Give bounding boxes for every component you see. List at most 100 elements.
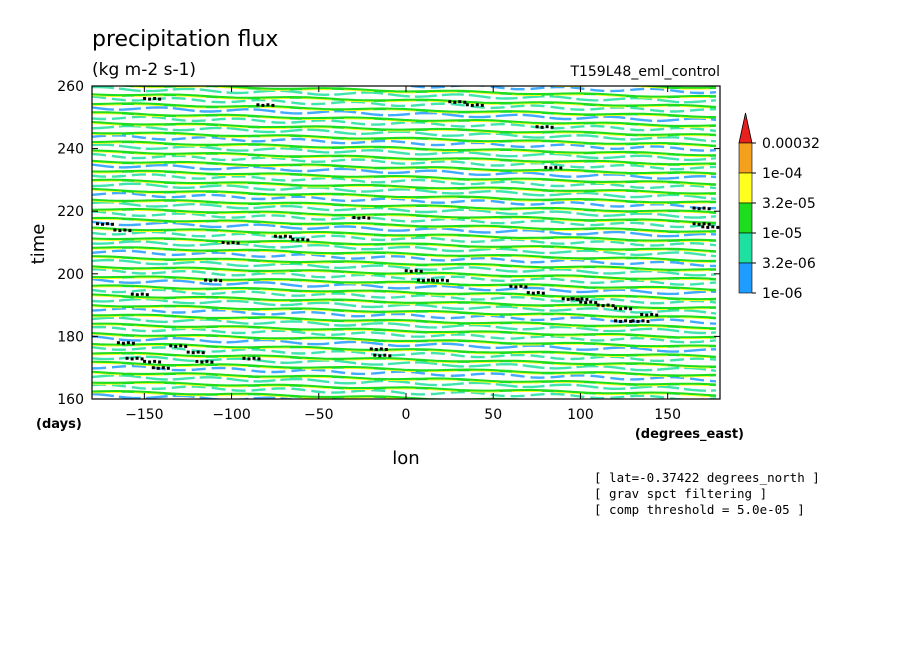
threshold-point bbox=[650, 313, 654, 316]
threshold-point bbox=[559, 166, 563, 170]
threshold-point bbox=[156, 366, 160, 370]
legend-swatch-top bbox=[738, 112, 753, 144]
x-tick-label: 50 bbox=[484, 407, 502, 423]
x-axis-label: lon bbox=[392, 448, 419, 469]
threshold-point bbox=[561, 297, 565, 301]
threshold-point bbox=[367, 216, 371, 220]
threshold-point bbox=[697, 222, 701, 226]
field-band-light bbox=[92, 364, 717, 383]
field-band-light bbox=[92, 124, 717, 143]
threshold-point bbox=[416, 278, 420, 282]
field-band-yellow bbox=[92, 228, 717, 243]
threshold-point bbox=[278, 235, 282, 239]
field-band-light bbox=[92, 191, 717, 210]
threshold-point bbox=[247, 357, 251, 361]
threshold-point bbox=[196, 350, 200, 354]
field-band-yellow bbox=[92, 180, 717, 196]
threshold-point bbox=[256, 103, 260, 107]
run-label: T159L48_eml_control bbox=[569, 64, 720, 80]
threshold-point bbox=[697, 207, 701, 211]
threshold-point bbox=[606, 303, 610, 307]
threshold-point bbox=[357, 216, 361, 220]
threshold-point bbox=[435, 279, 439, 283]
field-band-light bbox=[92, 220, 717, 238]
threshold-point bbox=[96, 222, 99, 226]
field-band-yellow bbox=[92, 200, 717, 215]
field-band-yellow bbox=[92, 123, 717, 137]
threshold-point bbox=[121, 341, 125, 345]
field-band-green bbox=[92, 226, 717, 243]
threshold-point bbox=[201, 351, 205, 355]
threshold-point bbox=[283, 234, 287, 238]
field-band-yellow bbox=[92, 362, 717, 378]
field-band-green bbox=[92, 131, 717, 148]
threshold-point bbox=[624, 319, 628, 323]
field-band-light bbox=[92, 230, 717, 247]
field-band-green bbox=[92, 208, 717, 225]
threshold-point bbox=[257, 357, 261, 361]
threshold-point bbox=[128, 229, 132, 233]
threshold-point bbox=[601, 304, 605, 308]
chart-units: (kg m-2 s-1) bbox=[92, 60, 196, 80]
threshold-point bbox=[453, 100, 457, 104]
threshold-point bbox=[419, 269, 423, 273]
field-band-light bbox=[92, 115, 717, 133]
threshold-point bbox=[614, 306, 618, 310]
threshold-point bbox=[692, 206, 696, 210]
threshold-point bbox=[584, 301, 588, 305]
x-axis: −150 −100 −50 0 50 100 150 bbox=[125, 86, 681, 423]
field-band-yellow bbox=[92, 334, 717, 349]
threshold-point bbox=[631, 319, 635, 323]
threshold-point bbox=[440, 278, 444, 282]
field-band-green bbox=[92, 149, 717, 166]
threshold-point bbox=[458, 100, 462, 104]
threshold-point bbox=[716, 225, 720, 229]
threshold-point bbox=[545, 125, 549, 129]
threshold-point bbox=[195, 359, 199, 363]
legend-label: 0.00032 bbox=[762, 136, 820, 152]
field-band-green bbox=[92, 370, 717, 387]
threshold-point bbox=[273, 234, 277, 238]
threshold-point bbox=[645, 313, 649, 317]
threshold-point bbox=[619, 319, 623, 323]
threshold-point bbox=[261, 103, 265, 107]
threshold-point bbox=[191, 351, 195, 355]
legend-label: 1e-06 bbox=[762, 286, 802, 302]
threshold-point bbox=[140, 292, 144, 296]
field-band-green bbox=[92, 351, 716, 369]
field-band-yellow bbox=[92, 267, 717, 281]
threshold-point bbox=[125, 356, 129, 360]
threshold-point bbox=[596, 303, 600, 307]
threshold-point bbox=[205, 359, 209, 363]
threshold-point bbox=[123, 228, 127, 232]
legend-swatch bbox=[738, 202, 753, 234]
field-band-yellow bbox=[92, 277, 717, 292]
threshold-point bbox=[186, 350, 190, 354]
legend-swatch bbox=[738, 232, 753, 264]
legend-label: 3.2e-06 bbox=[762, 256, 816, 272]
x-axis-unit: (degrees_east) bbox=[635, 427, 744, 442]
threshold-point bbox=[540, 125, 544, 129]
threshold-point bbox=[148, 360, 152, 364]
chart-title: precipitation flux bbox=[92, 27, 278, 52]
field-band-yellow bbox=[92, 171, 717, 187]
threshold-point bbox=[706, 225, 710, 229]
threshold-point bbox=[242, 356, 246, 360]
x-tick-label: 0 bbox=[402, 407, 411, 423]
field-band-light bbox=[92, 288, 717, 305]
threshold-point bbox=[480, 103, 484, 107]
threshold-point bbox=[594, 301, 598, 305]
field-band-yellow bbox=[92, 286, 717, 302]
threshold-point bbox=[111, 222, 114, 226]
threshold-point bbox=[135, 356, 139, 360]
threshold-point bbox=[711, 225, 715, 229]
threshold-point bbox=[629, 307, 633, 311]
threshold-point bbox=[296, 238, 300, 242]
threshold-point bbox=[161, 366, 165, 370]
threshold-point bbox=[226, 241, 230, 245]
field-band-light bbox=[92, 95, 716, 113]
threshold-point bbox=[373, 353, 377, 357]
threshold-point bbox=[200, 360, 204, 364]
threshold-point bbox=[153, 359, 157, 363]
legend-label: 1e-05 bbox=[762, 226, 802, 242]
